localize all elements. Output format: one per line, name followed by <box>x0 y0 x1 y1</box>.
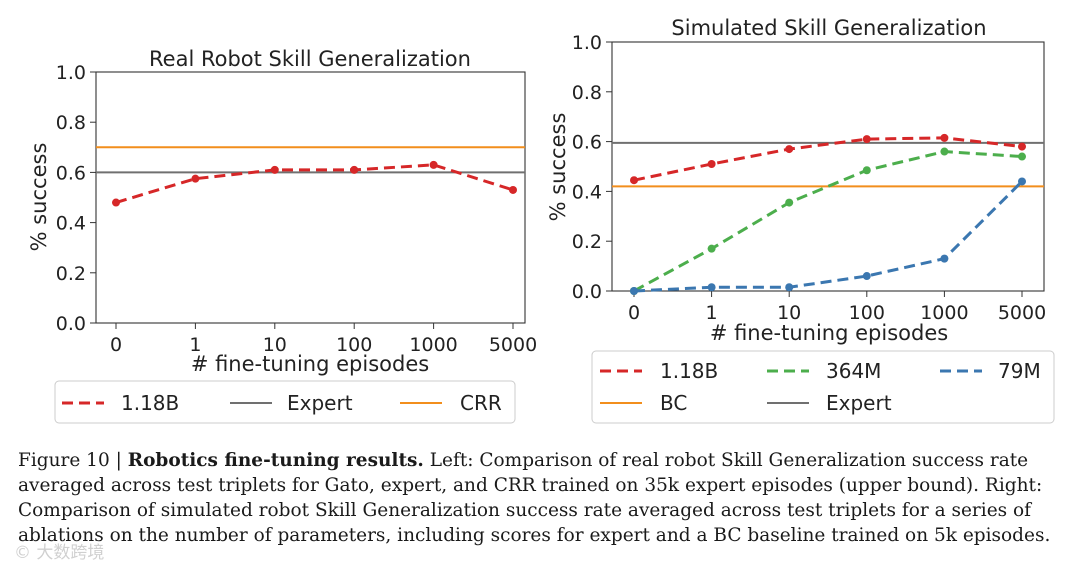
caption-bold: Robotics fine-tuning results. <box>127 450 424 471</box>
left-y-tick-label: 0.4 <box>56 213 86 235</box>
right-series-line-79m <box>633 180 1024 293</box>
right-y-axis-label: % success <box>546 113 570 222</box>
left-x-tick-label: 1 <box>189 334 201 356</box>
right-series-line-1-18b <box>633 136 1023 182</box>
left-plot-frame <box>95 71 526 324</box>
left-y-tick-label: 0.6 <box>56 162 86 184</box>
figure-canvas: Real Robot Skill Generalization % succes… <box>27 16 1055 424</box>
right-x-axis-label: # fine-tuning episodes <box>710 321 948 345</box>
right-point-364m <box>785 198 794 207</box>
left-y-tick-label: 0.2 <box>56 263 86 285</box>
right-legend-label-79m: 79M <box>998 359 1041 383</box>
left-point-1-18b <box>191 174 200 183</box>
figure-caption: Figure 10 | Robotics fine-tuning results… <box>18 448 1068 548</box>
right-chart: Simulated Skill Generalization % success… <box>546 16 1055 424</box>
watermark-logo: © 大数跨境 <box>14 543 105 563</box>
left-point-1-18b <box>509 185 517 194</box>
left-y-tick-label: 1.0 <box>56 62 86 84</box>
left-legend-label-crr: CRR <box>460 391 502 415</box>
right-series-line-364m <box>633 150 1023 293</box>
left-point-1-18b <box>112 198 120 207</box>
right-point-79m <box>940 254 949 263</box>
right-y-tick-label: 0.4 <box>572 181 602 203</box>
right-x-tick-label: 5000 <box>998 302 1046 324</box>
right-point-79m <box>785 283 794 292</box>
right-y-tick-label: 0.2 <box>572 231 602 253</box>
left-point-1-18b <box>429 160 438 169</box>
right-point-364m <box>940 147 949 156</box>
right-point-364m <box>862 166 871 175</box>
right-point-79m <box>1018 177 1026 186</box>
right-x-tick-label: 0 <box>628 302 640 324</box>
left-x-tick-label: 0 <box>110 334 122 356</box>
left-plot-area: 0.0 0.2 0.4 0.6 0.8 1.0 0 1 10 100 1000 5000 <box>56 62 537 356</box>
right-point-1-18b <box>940 133 949 142</box>
right-y-tick-label: 0.8 <box>572 82 602 104</box>
right-legend-label-bc: BC <box>660 391 687 415</box>
right-point-1-18b <box>862 135 871 144</box>
watermark-text: 大数跨境 <box>36 543 105 563</box>
right-x-tick-label: 100 <box>849 302 885 324</box>
right-x-tick-label: 1000 <box>920 302 968 324</box>
left-legend: 1.18B Expert CRR <box>54 380 516 424</box>
right-point-79m <box>630 287 638 295</box>
right-point-79m <box>862 272 871 281</box>
right-y-tick-label: 0.6 <box>572 132 602 154</box>
left-x-tick-label: 1000 <box>409 334 457 356</box>
right-x-tick-label: 1 <box>706 302 718 324</box>
right-legend-label-1-18b: 1.18B <box>660 359 718 383</box>
left-y-tick-label: 0.8 <box>56 112 86 134</box>
right-y-tick-label: 0.0 <box>572 281 602 303</box>
right-point-79m <box>707 283 716 292</box>
caption-prefix: Figure 10 | <box>18 450 128 471</box>
left-y-tick-label: 0.0 <box>56 313 86 335</box>
left-legend-box <box>54 380 516 424</box>
left-chart-title: Real Robot Skill Generalization <box>149 47 471 71</box>
left-x-tick-label: 10 <box>263 334 287 356</box>
right-point-1-18b <box>785 145 794 154</box>
right-legend-box <box>591 350 1055 424</box>
left-legend-label-1-18b: 1.18B <box>121 391 179 415</box>
right-point-1-18b <box>1018 142 1026 151</box>
left-y-axis-label: % success <box>27 143 51 252</box>
right-legend-label-364m: 364M <box>826 359 881 383</box>
right-plot-frame <box>611 41 1045 292</box>
right-point-1-18b <box>707 160 716 169</box>
right-x-tick-label: 10 <box>777 302 801 324</box>
right-legend: 1.18B 364M 79M BC Expert <box>591 350 1055 424</box>
right-y-tick-label: 1.0 <box>572 32 602 54</box>
left-x-tick-label: 100 <box>336 334 372 356</box>
left-point-1-18b <box>270 165 279 174</box>
caption-text: Left: Comparison of real robot Skill Gen… <box>18 450 1051 546</box>
left-x-tick-label: 5000 <box>489 334 537 356</box>
left-series-line-1-18b <box>115 163 514 204</box>
left-x-axis-label: # fine-tuning episodes <box>191 352 429 376</box>
right-plot-area: 0.0 0.2 0.4 0.6 0.8 1.0 0 1 10 100 1000 5000 <box>572 32 1046 324</box>
left-point-1-18b <box>350 165 359 174</box>
left-legend-label-expert: Expert <box>287 391 353 415</box>
right-point-364m <box>1018 152 1026 161</box>
right-legend-label-expert: Expert <box>826 391 892 415</box>
right-point-1-18b <box>630 176 638 185</box>
left-chart: Real Robot Skill Generalization % succes… <box>27 47 537 424</box>
right-chart-title: Simulated Skill Generalization <box>671 16 986 40</box>
right-point-364m <box>707 244 716 253</box>
